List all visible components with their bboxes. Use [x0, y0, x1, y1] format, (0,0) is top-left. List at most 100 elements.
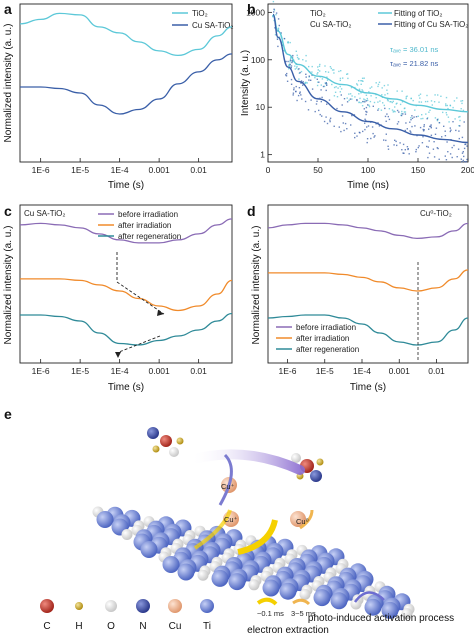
xtick-label-d-1: 1E-5 — [316, 366, 334, 376]
scatter-point-1-210 — [415, 151, 417, 153]
scatter-point-0-42 — [314, 77, 316, 79]
scatter-point-0-254 — [434, 94, 436, 96]
scatter-point-1-246 — [444, 155, 446, 157]
scatter-point-0-38 — [453, 100, 456, 102]
scatter-point-0-251 — [333, 69, 335, 71]
scatter-point-1-126 — [353, 114, 356, 116]
scatter-point-0-126 — [445, 96, 448, 99]
scatter-point-0-22 — [318, 65, 321, 67]
cycle-arrow-icon — [353, 591, 385, 603]
scatter-point-0-55 — [317, 66, 319, 68]
titanium-atom — [96, 511, 114, 528]
scatter-point-0-165 — [289, 61, 291, 63]
scatter-point-1-233 — [375, 123, 377, 125]
scatter-point-0-111 — [288, 64, 291, 66]
scatter-point-1-138 — [356, 135, 358, 137]
scatter-point-0-99 — [404, 111, 407, 113]
scatter-point-1-211 — [423, 124, 425, 126]
arrowhead-c-1 — [157, 310, 164, 316]
xtick-label-d-3: 0.001 — [389, 366, 411, 376]
scatter-point-0-206 — [358, 88, 361, 90]
scatter-point-1-46 — [295, 85, 297, 88]
scatter-point-1-70 — [404, 113, 407, 115]
scatter-point-0-61 — [326, 79, 329, 81]
fit-line-1 — [272, 13, 469, 144]
legend-b-tio2: TiO₂ — [310, 9, 326, 18]
scatter-point-0-78 — [358, 93, 360, 95]
panel-a-ylabel: Normalized intensity (a. u.) — [3, 24, 14, 143]
scatter-point-0-89 — [396, 90, 398, 92]
scatter-point-1-166 — [463, 147, 466, 150]
panel-c-sample: Cu SA-TiO₂ — [24, 209, 65, 218]
scatter-point-1-131 — [289, 63, 291, 66]
scatter-point-1-230 — [295, 90, 297, 93]
scatter-point-0-186 — [294, 65, 296, 67]
scatter-point-1-3 — [466, 158, 468, 161]
scatter-point-0-6 — [400, 112, 403, 115]
scatter-point-1-228 — [462, 151, 464, 153]
scatter-point-1-24 — [411, 117, 414, 119]
scatter-point-1-59 — [433, 156, 436, 158]
scatter-point-0-224 — [319, 63, 321, 66]
scatter-point-1-23 — [310, 79, 312, 81]
scatter-point-1-153 — [465, 161, 467, 163]
scatter-point-0-227 — [436, 119, 439, 122]
scatter-point-0-135 — [426, 100, 429, 103]
scatter-point-0-238 — [277, 28, 280, 30]
scatter-point-0-201 — [420, 118, 422, 120]
scatter-point-1-109 — [277, 45, 279, 48]
scatter-point-0-221 — [373, 101, 376, 104]
scatter-point-0-67 — [351, 98, 353, 100]
scatter-point-1-181 — [452, 121, 454, 123]
scatter-point-0-182 — [375, 82, 377, 84]
scatter-point-0-202 — [349, 93, 352, 95]
scatter-point-1-204 — [450, 129, 452, 131]
scatter-point-1-256 — [366, 138, 369, 140]
legend-b-cusa: Cu SA-TiO₂ — [310, 20, 351, 29]
xtick-label-c-0: 1E-6 — [32, 366, 50, 376]
scatter-point-1-71 — [308, 79, 310, 81]
scatter-point-1-66 — [428, 128, 430, 130]
scatter-point-1-28 — [349, 98, 352, 100]
xtick-label-c-4: 0.01 — [190, 366, 207, 376]
scatter-point-1-2 — [280, 32, 282, 34]
scatter-point-0-244 — [371, 86, 373, 88]
scatter-point-1-237 — [461, 152, 464, 154]
scatter-point-1-118 — [405, 122, 407, 124]
scatter-point-1-68 — [326, 84, 328, 86]
scatter-point-0-30 — [459, 115, 461, 118]
scatter-point-1-259 — [366, 111, 368, 113]
scatter-point-1-119 — [451, 146, 453, 149]
scatter-point-1-84 — [410, 131, 412, 133]
scatter-point-1-8 — [301, 98, 303, 100]
scatter-point-0-242 — [410, 117, 412, 119]
scatter-point-0-131 — [387, 84, 389, 86]
scatter-point-1-26 — [384, 115, 387, 118]
scatter-point-1-170 — [466, 145, 468, 147]
titanium-atom — [140, 541, 158, 558]
scatter-point-0-120 — [296, 56, 299, 59]
scatter-point-1-27 — [449, 130, 451, 133]
scatter-point-0-20 — [340, 88, 343, 90]
scatter-point-1-86 — [453, 144, 455, 147]
scatter-point-0-168 — [304, 82, 307, 84]
scatter-point-1-36 — [290, 83, 293, 85]
scatter-point-0-133 — [334, 91, 337, 93]
scatter-point-0-92 — [399, 103, 402, 106]
scatter-point-0-160 — [386, 92, 389, 95]
scatter-point-0-95 — [445, 103, 447, 105]
scatter-point-0-48 — [361, 80, 363, 82]
scatter-point-1-229 — [293, 89, 295, 91]
scatter-point-1-212 — [298, 87, 301, 89]
scatter-point-0-141 — [296, 65, 298, 68]
scatter-point-1-247 — [293, 87, 295, 89]
scatter-point-1-253 — [366, 126, 368, 128]
scatter-point-0-208 — [356, 83, 358, 85]
scatter-point-0-107 — [389, 101, 391, 103]
titanium-atom — [313, 589, 331, 607]
scatter-point-1-187 — [343, 129, 345, 132]
scatter-point-0-170 — [438, 101, 440, 103]
legend-cusa: Cu SA-TiO₂ — [192, 21, 233, 30]
scatter-point-0-58 — [377, 85, 379, 88]
scatter-point-1-33 — [323, 120, 326, 123]
